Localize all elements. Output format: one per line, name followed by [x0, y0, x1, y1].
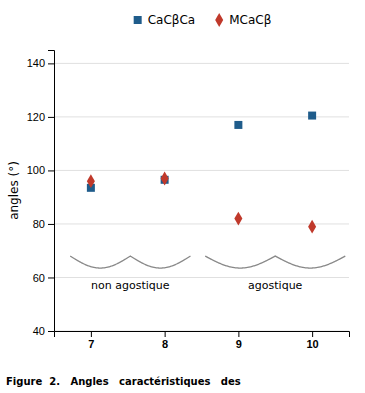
- y-tick-mark: [48, 63, 54, 64]
- x-axis: 7 8 9 10: [55, 331, 350, 350]
- y-tick-mark: [48, 331, 54, 332]
- point: [87, 174, 95, 188]
- x-tick-mark: [91, 331, 92, 337]
- annotation-label: agostique: [248, 279, 303, 292]
- annotation-label: non agostique: [91, 279, 170, 292]
- points: [87, 112, 316, 234]
- y-tick: 100: [27, 164, 54, 176]
- grid-line: [54, 116, 349, 117]
- grid: [54, 63, 349, 331]
- y-tick: 140: [27, 57, 54, 69]
- legend-label: MCaCβ: [229, 13, 271, 27]
- y-tick: 80: [33, 218, 54, 230]
- x-tick: 9: [236, 331, 242, 350]
- series: [87, 112, 316, 192]
- caption: Figure 2. Angles caractéristiques des: [6, 376, 241, 387]
- x-tick-label: 9: [236, 338, 242, 350]
- y-tick-label: 140: [27, 57, 45, 69]
- y-tick: 40: [33, 325, 54, 337]
- x-tick-label: 10: [307, 338, 319, 350]
- brace: [205, 256, 345, 268]
- y-tick-mark: [48, 117, 54, 118]
- x-tick-mark: [312, 331, 313, 337]
- y-tick-mark: [48, 277, 54, 278]
- x-tick: 10: [307, 331, 319, 350]
- legend-symbol: [215, 13, 223, 27]
- y-axis-line: [48, 51, 55, 332]
- y-tick-label: 40: [33, 325, 45, 337]
- y-tick-label: 60: [33, 271, 45, 283]
- x-tick-label: 8: [162, 338, 168, 350]
- grid-line: [54, 170, 349, 171]
- chart: 7 8 9 10 40 60 80 100 120 140 non agostique agostiq…: [0, 0, 365, 393]
- series: [87, 171, 316, 233]
- point: [234, 121, 242, 129]
- x-axis-line: [55, 332, 350, 338]
- grid-line: [54, 277, 349, 278]
- y-tick-label: 100: [27, 164, 45, 176]
- legend-item: MCaCβ: [215, 13, 271, 27]
- grid-line: [54, 63, 349, 64]
- x-tick-mark: [238, 331, 239, 337]
- legend-label: CaCβCa: [148, 13, 196, 27]
- brace: [70, 256, 190, 268]
- y-axis: 40 60 80 100 120 140: [27, 51, 55, 338]
- point: [308, 112, 316, 120]
- x-tick-label: 7: [88, 338, 94, 350]
- grid-line: [54, 223, 349, 224]
- annotations: non agostique agostique: [70, 256, 345, 292]
- legend-item: CaCβCa: [134, 13, 196, 27]
- x-tick: 7: [88, 331, 94, 350]
- y-tick: 120: [27, 111, 54, 123]
- plot: 7 8 9 10 40 60 80 100 120 140 non agostique agostiq…: [27, 51, 350, 350]
- legend-symbol: [134, 16, 142, 24]
- point: [234, 212, 242, 226]
- point: [308, 220, 316, 234]
- x-tick-mark: [165, 331, 166, 337]
- y-tick: 60: [33, 271, 54, 283]
- y-tick-mark: [48, 224, 54, 225]
- legend: CaCβCa MCaCβ: [134, 13, 272, 27]
- x-tick: 8: [162, 331, 168, 350]
- y-tick-label: 120: [27, 111, 45, 123]
- point: [161, 171, 169, 185]
- y-axis-title: angles (°): [7, 161, 21, 220]
- y-tick-label: 80: [33, 218, 45, 230]
- y-tick-mark: [48, 170, 54, 171]
